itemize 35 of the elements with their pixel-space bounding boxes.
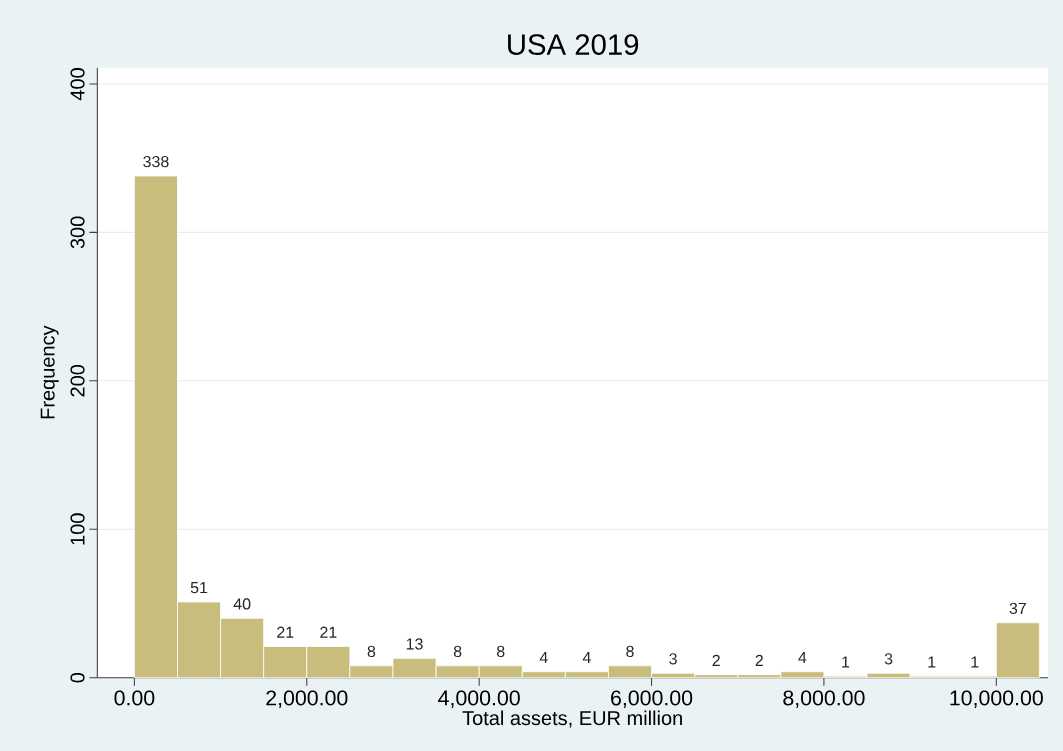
x-tick-label: 6,000.00 [611,690,693,708]
data-label: 2 [755,654,763,666]
data-label: 1 [971,656,979,668]
y-tick-label: 200 [70,364,85,397]
x-tick-label: 10,000.00 [950,690,1043,708]
y-axis-title: Frequency [40,325,59,419]
x-axis-title: Total assets, EUR million [462,710,682,728]
chart-title: USA 2019 [508,34,639,55]
y-tick-label: 300 [70,216,85,249]
data-label: 51 [190,582,208,594]
data-label: 8 [367,645,376,658]
data-label: 2 [712,654,720,666]
y-tick-label: 100 [70,513,85,545]
data-label: 13 [406,638,423,650]
data-label: 8 [626,645,634,658]
data-label: 338 [143,155,169,168]
y-tick-label: 400 [70,68,85,101]
data-label: 4 [539,652,548,664]
x-tick-label: 4,000.00 [438,690,520,708]
data-label: 21 [277,626,294,638]
data-label: 21 [320,626,337,638]
data-label: 37 [1009,602,1026,615]
x-tick-label: 8,000.00 [783,690,865,708]
data-label: 1 [928,656,936,668]
data-label: 8 [453,645,462,658]
data-label: 3 [669,653,677,665]
data-label: 4 [582,652,591,664]
data-label: 3 [884,653,893,665]
data-label: 1 [842,656,850,668]
x-tick-label: 0.00 [114,690,155,706]
x-tick-label: 2,000.00 [266,690,348,708]
y-tick-label: 0 [70,672,85,683]
data-label: 4 [798,652,807,664]
data-label: 40 [233,598,251,610]
data-label: 8 [496,645,505,658]
